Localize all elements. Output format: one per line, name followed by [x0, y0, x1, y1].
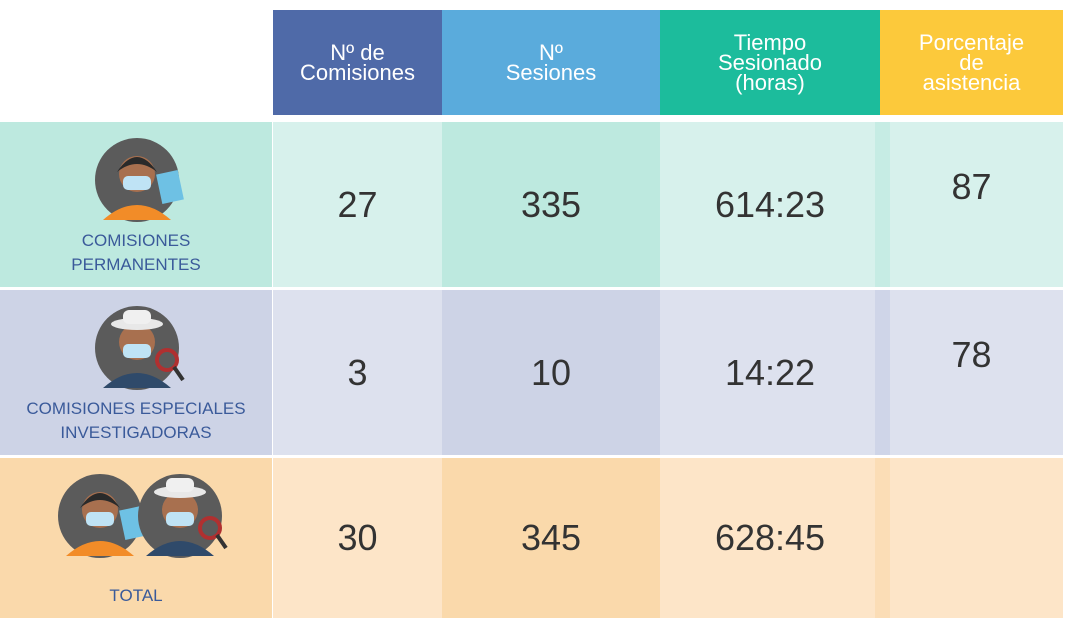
value-text: 30 — [337, 517, 377, 559]
value-text: 3 — [347, 352, 367, 394]
value-text: 345 — [521, 517, 581, 559]
value-cell: 3 — [273, 290, 442, 455]
person-icon — [0, 468, 272, 568]
cell-bg — [880, 458, 1063, 618]
header-text: (horas) — [735, 73, 805, 93]
table-infographic: Nº deComisionesNºSesionesTiempoSesionado… — [0, 0, 1075, 618]
value-cell: 345 — [442, 458, 660, 618]
row-label-text: INVESTIGADORAS — [60, 421, 211, 445]
value-text: 87 — [951, 166, 991, 208]
value-cell: 14:22 — [660, 290, 880, 455]
value-text: 10 — [531, 352, 571, 394]
value-cell: 10 — [442, 290, 660, 455]
value-text: 27 — [337, 184, 377, 226]
header-text: Sesiones — [506, 63, 597, 83]
value-cell: 628:45 — [660, 458, 880, 618]
person-icon — [0, 132, 272, 232]
row-label-text: PERMANENTES — [71, 253, 200, 277]
header-text: Comisiones — [300, 63, 415, 83]
header-text: asistencia — [923, 73, 1021, 93]
value-cell: 30 — [273, 458, 442, 618]
value-cell: 78 — [880, 272, 1063, 437]
person-icon — [0, 300, 272, 400]
value-cell: 27 — [273, 122, 442, 287]
row-label-text: COMISIONES ESPECIALES — [26, 397, 245, 421]
value-text: 614:23 — [715, 184, 825, 226]
value-text: 628:45 — [715, 517, 825, 559]
value-cell: 614:23 — [660, 122, 880, 287]
row-label-text: COMISIONES — [82, 229, 191, 253]
value-text: 78 — [951, 334, 991, 376]
value-text: 14:22 — [725, 352, 815, 394]
value-cell: 87 — [880, 104, 1063, 269]
row-label-text: TOTAL — [109, 584, 162, 608]
value-cell: 335 — [442, 122, 660, 287]
value-text: 335 — [521, 184, 581, 226]
